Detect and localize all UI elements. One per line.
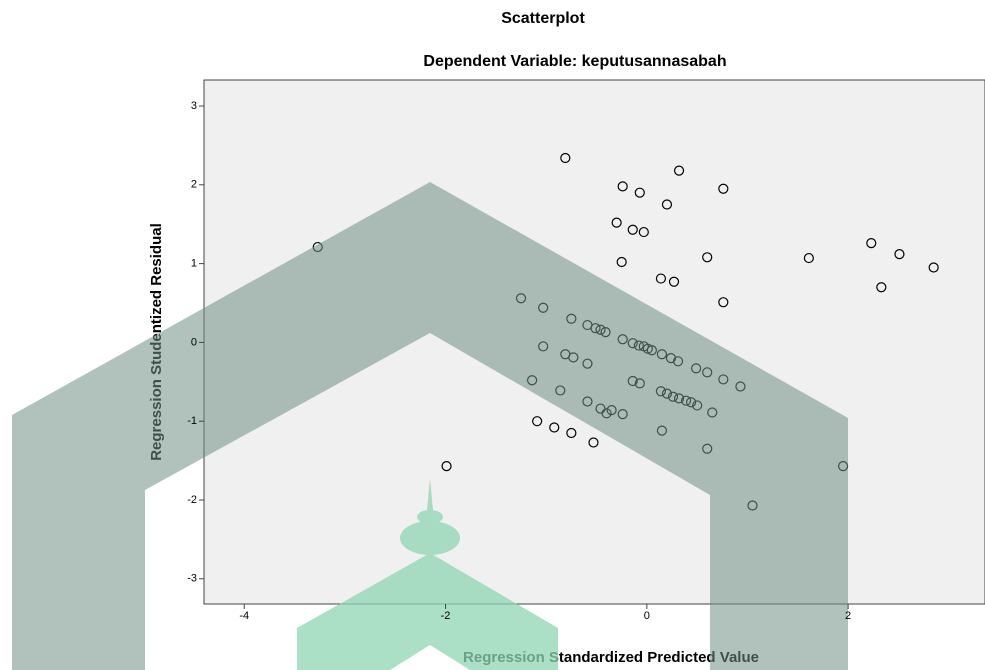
y-tick-label: -1 [187,415,197,427]
chart: Scatterplot Dependent Variable: keputusa… [0,0,985,670]
y-tick-label: -3 [187,573,197,585]
y-tick-label: 2 [191,179,197,191]
x-tick-label: 0 [644,610,650,622]
x-tick-label: -4 [239,610,249,622]
chart-subtitle: Dependent Variable: keputusannasabah [423,53,726,70]
page: Scatterplot Dependent Variable: keputusa… [0,0,985,670]
watermark-dome [400,521,460,555]
x-tick-label: -2 [441,610,451,622]
y-tick-label: -2 [187,494,197,506]
watermark-dome-top [417,510,443,524]
chart-title: Scatterplot [501,10,585,27]
y-tick-label: 3 [191,100,197,112]
y-tick-label: 0 [191,336,197,348]
y-tick-label: 1 [191,258,197,270]
x-tick-label: 2 [845,610,851,622]
